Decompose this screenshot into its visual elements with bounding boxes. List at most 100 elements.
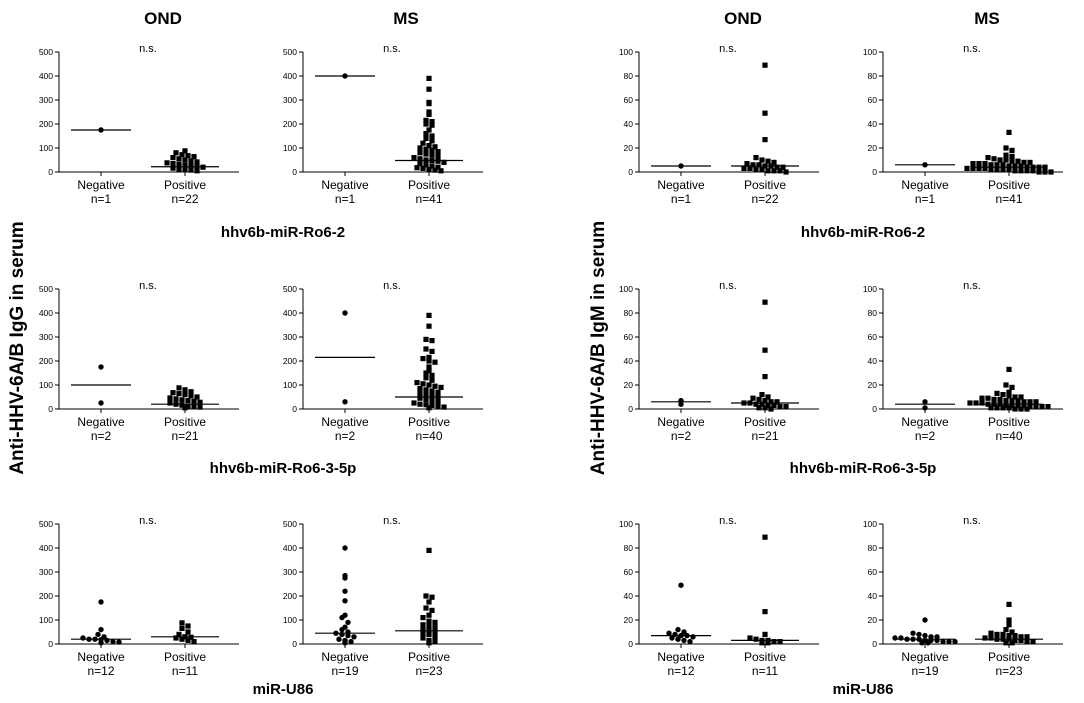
data-point xyxy=(176,166,182,172)
data-point xyxy=(1021,159,1027,165)
group-n-label: n=21 xyxy=(171,429,198,443)
data-point xyxy=(197,399,203,405)
data-point xyxy=(167,400,173,406)
data-point xyxy=(423,135,429,141)
data-point xyxy=(417,401,423,407)
data-point xyxy=(429,377,435,383)
data-point xyxy=(1009,640,1015,646)
data-point xyxy=(345,619,351,626)
data-point xyxy=(342,640,348,646)
data-point xyxy=(173,396,179,402)
group-n-label: n=1 xyxy=(671,192,692,206)
data-point xyxy=(910,636,916,642)
data-point xyxy=(1033,399,1039,405)
column-title: OND xyxy=(144,9,182,28)
data-point xyxy=(774,164,780,170)
data-point xyxy=(104,637,110,644)
data-point xyxy=(173,401,179,407)
data-point xyxy=(432,359,438,365)
data-point xyxy=(435,158,441,164)
y-tick-label: 60 xyxy=(868,95,878,105)
data-point xyxy=(179,636,185,642)
data-point xyxy=(1024,634,1030,640)
y-tick-label: 200 xyxy=(39,356,53,366)
y-tick-label: 100 xyxy=(619,284,633,294)
data-point xyxy=(747,165,753,171)
data-point xyxy=(675,626,681,633)
data-point xyxy=(429,393,435,399)
group-n-label: n=19 xyxy=(911,664,938,678)
data-point xyxy=(426,631,432,637)
y-tick-label: 300 xyxy=(283,567,297,577)
y-tick-label: 500 xyxy=(39,47,53,57)
y-tick-label: 60 xyxy=(624,332,634,342)
group-n-label: n=2 xyxy=(671,429,692,443)
group-n-label: n=11 xyxy=(752,664,778,678)
data-point xyxy=(922,632,928,639)
data-point xyxy=(423,370,429,376)
data-point xyxy=(1036,164,1042,170)
group-n-label: n=2 xyxy=(915,429,936,443)
data-point xyxy=(176,156,182,162)
data-point xyxy=(759,392,765,398)
data-point xyxy=(762,534,768,540)
category-label: Negative xyxy=(77,415,125,429)
data-point xyxy=(1018,168,1024,174)
data-point xyxy=(1003,398,1009,404)
category-label: Positive xyxy=(744,650,786,664)
y-tick-label: 300 xyxy=(39,95,53,105)
data-point xyxy=(1000,636,1006,642)
data-point xyxy=(985,395,991,401)
data-point xyxy=(429,157,435,164)
data-point xyxy=(771,159,777,165)
data-point xyxy=(1039,404,1045,410)
data-point xyxy=(95,631,101,638)
data-point xyxy=(1018,394,1024,400)
data-point xyxy=(1018,406,1024,412)
data-point xyxy=(1024,406,1030,412)
data-point xyxy=(1006,617,1012,623)
data-point xyxy=(1024,164,1030,170)
block-ylabel: Anti-HHV-6A/B IgM in serum xyxy=(588,221,609,475)
data-point xyxy=(191,404,197,410)
data-point xyxy=(904,636,910,642)
y-tick-label: 300 xyxy=(39,567,53,577)
data-point xyxy=(777,168,783,174)
data-point xyxy=(1012,406,1018,412)
data-point xyxy=(351,634,357,640)
group-n-label: n=1 xyxy=(915,192,936,206)
data-point xyxy=(1006,163,1012,169)
data-point xyxy=(185,623,191,629)
data-point xyxy=(423,157,429,163)
data-point xyxy=(435,164,441,170)
data-point xyxy=(432,639,438,645)
data-point xyxy=(1003,627,1009,633)
data-point xyxy=(1000,392,1006,398)
data-point xyxy=(681,629,687,635)
data-point xyxy=(429,402,435,408)
data-point xyxy=(994,405,1000,411)
data-point xyxy=(741,165,747,171)
group-n-label: n=40 xyxy=(415,429,442,443)
y-tick-label: 40 xyxy=(624,356,634,366)
data-point xyxy=(1012,637,1018,643)
group-n-label: n=22 xyxy=(751,192,778,206)
data-point xyxy=(429,398,435,404)
data-point xyxy=(762,347,768,353)
data-point xyxy=(342,575,348,581)
row-label: hhv6b-miR-Ro6-3-5p xyxy=(210,460,357,477)
data-point xyxy=(417,390,423,396)
data-point xyxy=(1006,129,1012,135)
data-point xyxy=(429,594,435,600)
data-point xyxy=(188,634,194,640)
data-point xyxy=(1006,366,1012,372)
data-point xyxy=(1036,169,1042,175)
data-point xyxy=(420,615,426,621)
category-label: Negative xyxy=(321,650,369,664)
data-point xyxy=(1006,636,1012,642)
data-point xyxy=(922,399,928,405)
data-point xyxy=(684,632,690,639)
y-tick-label: 100 xyxy=(863,47,877,57)
data-point xyxy=(185,637,191,643)
data-point xyxy=(991,156,997,162)
